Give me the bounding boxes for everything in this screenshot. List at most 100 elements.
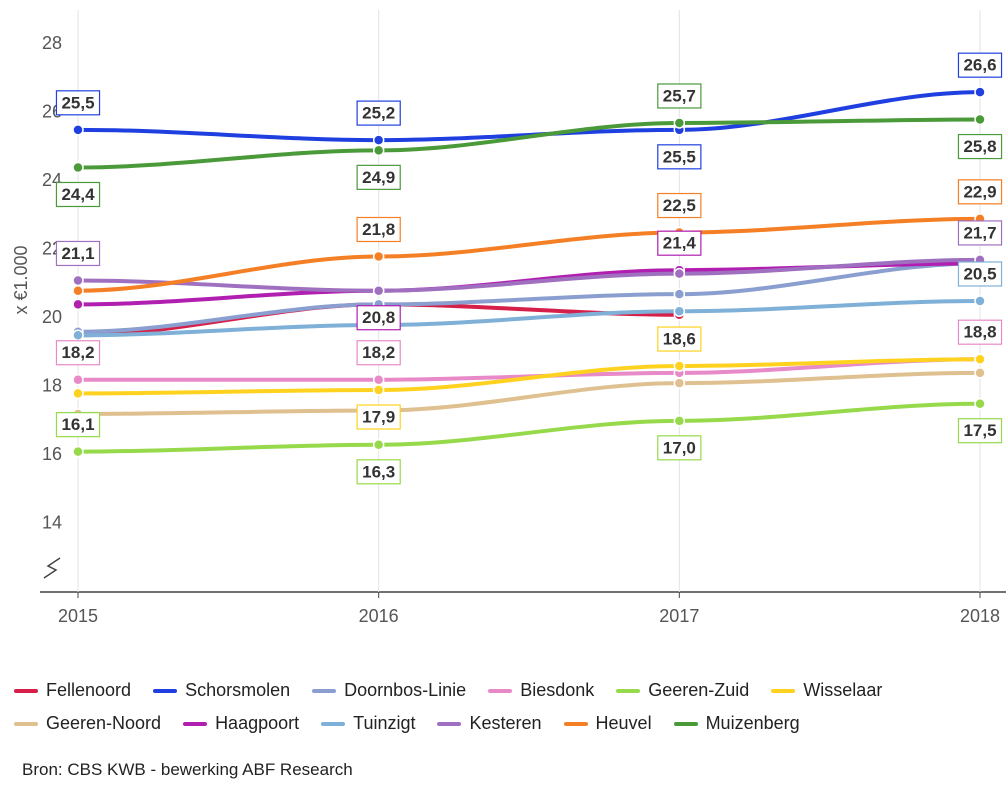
x-tick-label: 2016 [359, 606, 399, 626]
data-label-box [55, 181, 101, 208]
data-label: 21,8 [356, 216, 401, 243]
legend-item[interactable]: Kesteren [437, 713, 542, 734]
data-label-text: 22,9 [963, 182, 996, 201]
legend-swatch [488, 688, 513, 693]
legend-swatch [771, 688, 796, 693]
data-label-text: 20,5 [963, 264, 996, 283]
legend-label: Schorsmolen [185, 680, 291, 700]
data-label-text: 25,7 [663, 86, 696, 105]
legend-label: Haagpoort [215, 713, 300, 733]
legend-item[interactable]: Doornbos-Linie [312, 680, 466, 701]
data-label-text: 16,3 [362, 462, 395, 481]
legend-item[interactable]: Fellenoord [14, 680, 131, 701]
legend-swatch [321, 721, 346, 726]
data-label-text: 26,6 [963, 56, 996, 75]
data-label-text: 21,4 [663, 234, 697, 253]
data-label: 25,8 [957, 133, 1003, 160]
legend-swatch [312, 688, 337, 693]
data-label: 24,9 [356, 164, 401, 190]
data-label-box [356, 404, 401, 430]
data-label-text: 25,2 [362, 104, 395, 123]
point [974, 86, 986, 98]
data-label-box [957, 179, 1003, 205]
data-label: 26,6 [957, 52, 1003, 78]
data-label-box [55, 340, 101, 366]
data-label-text: 21,7 [963, 223, 996, 242]
point [673, 305, 686, 318]
data-label-text: 22,5 [663, 196, 696, 215]
x-tick-label: 2015 [58, 606, 98, 626]
data-label-text: 21,8 [362, 220, 395, 239]
data-label: 17,9 [356, 404, 401, 430]
legend-item[interactable]: Haagpoort [183, 713, 299, 734]
data-label-box [356, 305, 401, 331]
data-label-text: 16,1 [61, 415, 94, 434]
legend-label: Kesteren [469, 713, 542, 733]
legend-item[interactable]: Geeren-Noord [14, 713, 161, 734]
point [673, 288, 686, 300]
data-label-text: 17,0 [663, 438, 696, 457]
point [72, 373, 84, 386]
point [673, 377, 686, 389]
data-labels: 25,5 25,2 25,5 26,6 18,2 18,2 18,8 16,1 16,3 17,0… [55, 52, 1003, 485]
data-label: 25,2 [356, 100, 401, 126]
legend-label: Wisselaar [803, 680, 883, 700]
x-tick-label: 2018 [960, 606, 1000, 626]
legend-item[interactable]: Schorsmolen [153, 680, 290, 701]
legend-item[interactable]: Tuinzigt [321, 713, 415, 734]
data-label: 24,4 [55, 181, 101, 208]
data-label: 18,2 [55, 340, 101, 366]
point [72, 161, 84, 174]
data-label-box [657, 326, 702, 352]
data-label-box [957, 418, 1003, 444]
point [673, 267, 686, 280]
point [372, 144, 385, 157]
legend-label: Fellenoord [46, 680, 132, 700]
data-label: 21,7 [957, 220, 1003, 246]
legend-label: Geeren-Noord [46, 713, 162, 733]
series-line [76, 357, 982, 396]
data-label-text: 17,5 [963, 421, 996, 440]
legend-swatch [14, 721, 38, 726]
data-label-text: 25,5 [663, 147, 696, 166]
data-label: 25,7 [657, 83, 702, 109]
point [372, 284, 385, 297]
series-line [76, 117, 982, 170]
data-label: 18,2 [356, 340, 401, 366]
data-label-text: 18,2 [362, 343, 395, 362]
point [72, 274, 84, 287]
x-tick-label: 2017 [659, 606, 699, 626]
legend-label: Biesdonk [520, 680, 595, 700]
data-label-box [657, 192, 702, 219]
data-label-box [356, 216, 401, 243]
legend-item[interactable]: Wisselaar [771, 680, 882, 701]
y-tick-label: 16 [42, 444, 62, 464]
point [72, 298, 84, 311]
data-label-text: 18,2 [61, 343, 94, 362]
data-label: 17,0 [657, 435, 702, 461]
legend-item[interactable]: Biesdonk [488, 680, 594, 701]
legend-swatch [616, 688, 641, 693]
axis-break [43, 557, 61, 579]
legend-label: Heuvel [595, 713, 652, 733]
data-label-box [356, 100, 401, 126]
point [673, 415, 686, 427]
data-label: 18,8 [957, 319, 1003, 345]
legend-label: Tuinzigt [353, 713, 416, 733]
y-tick-label: 28 [42, 33, 62, 53]
legend-label: Geeren-Zuid [648, 680, 750, 700]
legend-item[interactable]: Heuvel [563, 713, 652, 734]
series-line [76, 216, 982, 293]
legend-item[interactable]: Geeren-Zuid [616, 680, 749, 701]
point [974, 397, 986, 410]
legend-item[interactable]: Muizenberg [673, 713, 800, 734]
y-tick-label: 20 [42, 307, 62, 327]
point [72, 387, 84, 400]
data-label-box [55, 412, 101, 438]
y-tick-label: 14 [42, 512, 62, 532]
data-label-text: 18,8 [963, 323, 996, 342]
point [974, 353, 986, 365]
legend-swatch [183, 721, 208, 726]
data-label-box [657, 230, 702, 256]
data-label: 16,3 [356, 459, 401, 485]
